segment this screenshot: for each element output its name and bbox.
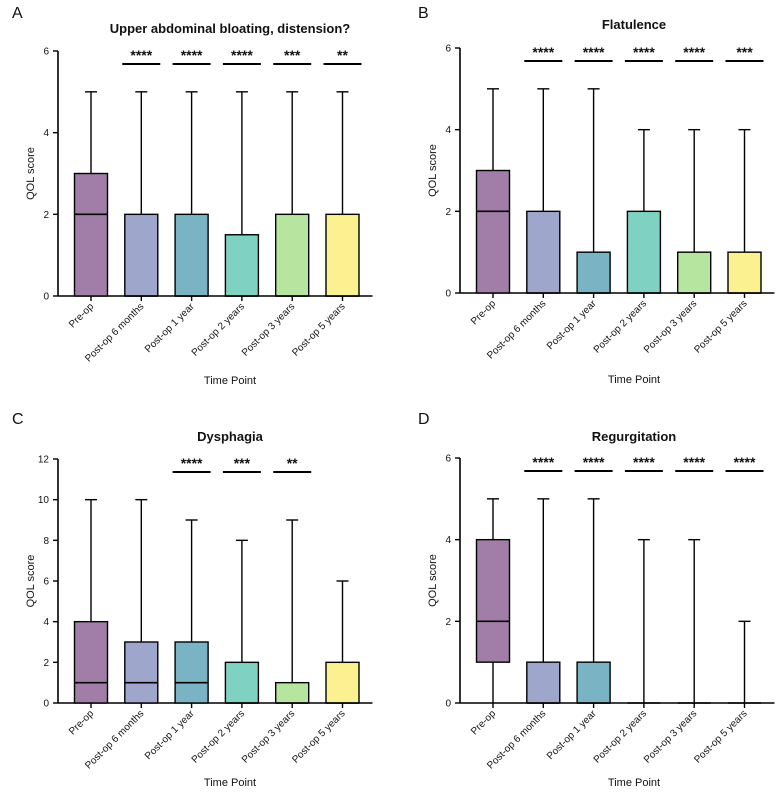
box-body [475, 538, 511, 663]
chart-panel-c: C Dysphagia QOL score Time Point 0 2 4 6 8 10 12 Pr… [12, 411, 373, 789]
significance-stars: **** [734, 454, 756, 470]
chart-title: Flatulence [602, 17, 666, 32]
box-body [325, 661, 360, 704]
x-tick-label: Pre-op [469, 298, 498, 327]
significance-stars: ** [287, 455, 298, 471]
chart-panel-a: A Upper abdominal bloating, distension? QO… [12, 5, 373, 387]
y-axis-label: QOL score [427, 554, 439, 607]
x-tick-label: Post-op 3 years [240, 708, 297, 765]
significance-stars: **** [633, 44, 655, 60]
significance-stars: **** [130, 47, 152, 63]
box-body [475, 169, 511, 294]
y-tick-label: 4 [43, 617, 49, 628]
y-tick-label: 0 [445, 289, 451, 300]
box-body [224, 661, 260, 704]
y-axis-label: QOL score [427, 144, 439, 197]
y-tick-label: 2 [445, 617, 451, 628]
y-tick-label: 6 [43, 577, 49, 588]
y-tick-label: 12 [38, 455, 50, 466]
x-tick-label: Post-op 3 years [240, 301, 297, 358]
significance-stars: **** [231, 47, 253, 63]
box-body [626, 210, 662, 294]
y-tick-label: 4 [445, 125, 451, 136]
box-body [224, 234, 260, 297]
significance-stars: **** [532, 454, 554, 470]
box-body [325, 213, 360, 297]
box-body [124, 213, 159, 297]
significance-stars: **** [532, 44, 554, 60]
x-tick-label: Post-op 3 years [642, 708, 699, 765]
box-body [275, 213, 310, 297]
box-body [677, 251, 712, 294]
box-body [174, 213, 209, 297]
x-tick-label: Post-op 2 years [190, 301, 247, 358]
x-tick-label: Pre-op [469, 708, 498, 737]
significance-stars: ** [337, 47, 348, 63]
y-tick-label: 4 [445, 535, 451, 546]
box-body [727, 251, 762, 294]
x-axis-label: Time Point [608, 374, 660, 386]
y-tick-label: 2 [43, 210, 49, 221]
x-tick-label: Post-op 5 years [290, 301, 347, 358]
x-tick-label: Post-op 2 years [592, 708, 649, 765]
x-tick-label: Post-op 1 year [545, 298, 599, 352]
y-tick-label: 0 [43, 292, 49, 303]
chart-title: Dysphagia [197, 429, 264, 444]
x-tick-label: Post-op 2 years [592, 298, 649, 355]
chart-panel-d: D Regurgitation QOL score Time Point 0 2 4 6 Pre… [418, 411, 775, 789]
y-tick-label: 0 [43, 699, 49, 710]
significance-stars: **** [633, 454, 655, 470]
x-tick-label: Post-op 3 years [642, 298, 699, 355]
box-body [73, 172, 109, 297]
y-axis-label: QOL score [25, 147, 37, 200]
chart-title: Upper abdominal bloating, distension? [110, 21, 351, 36]
significance-stars: **** [583, 44, 605, 60]
significance-stars: **** [181, 455, 203, 471]
box-body [526, 661, 561, 704]
box-body [124, 641, 159, 704]
box-body [174, 641, 209, 704]
box-body [73, 620, 109, 704]
y-tick-label: 6 [445, 44, 451, 55]
y-tick-label: 0 [445, 699, 451, 710]
panel-label: A [12, 5, 23, 22]
y-tick-label: 2 [43, 658, 49, 669]
box-body [576, 251, 611, 294]
panel-label: D [418, 411, 430, 428]
chart-title: Regurgitation [592, 429, 677, 444]
x-tick-label: Pre-op [67, 301, 96, 330]
panel-label: C [12, 411, 24, 428]
significance-stars: **** [583, 454, 605, 470]
y-tick-label: 2 [445, 207, 451, 218]
x-tick-label: Post-op 1 year [545, 708, 599, 762]
significance-stars: **** [683, 44, 705, 60]
x-axis-label: Time Point [204, 375, 256, 387]
y-tick-label: 6 [43, 47, 49, 58]
significance-stars: **** [683, 454, 705, 470]
x-tick-label: Post-op 5 years [692, 298, 749, 355]
x-tick-label: Post-op 1 year [143, 708, 197, 762]
x-axis-label: Time Point [204, 777, 256, 789]
y-axis-label: QOL score [25, 555, 37, 608]
x-tick-label: Pre-op [67, 708, 96, 737]
box-body [576, 661, 611, 704]
x-tick-label: Post-op 2 years [190, 708, 247, 765]
y-tick-label: 6 [445, 454, 451, 465]
box-body [275, 681, 310, 704]
y-tick-label: 10 [38, 495, 50, 506]
x-tick-label: Post-op 1 year [143, 301, 197, 355]
chart-panel-b: B Flatulence QOL score Time Point 0 2 4 6 Pre-op… [418, 5, 775, 386]
x-axis-label: Time Point [608, 777, 660, 789]
panel-label: B [418, 5, 429, 22]
significance-stars: *** [284, 47, 301, 63]
significance-stars: *** [736, 44, 753, 60]
x-tick-label: Post-op 5 years [290, 708, 347, 765]
significance-stars: *** [234, 455, 251, 471]
x-tick-label: Post-op 5 years [692, 708, 749, 765]
significance-stars: **** [181, 47, 203, 63]
y-tick-label: 8 [43, 536, 49, 547]
box-body [526, 210, 561, 294]
y-tick-label: 4 [43, 128, 49, 139]
